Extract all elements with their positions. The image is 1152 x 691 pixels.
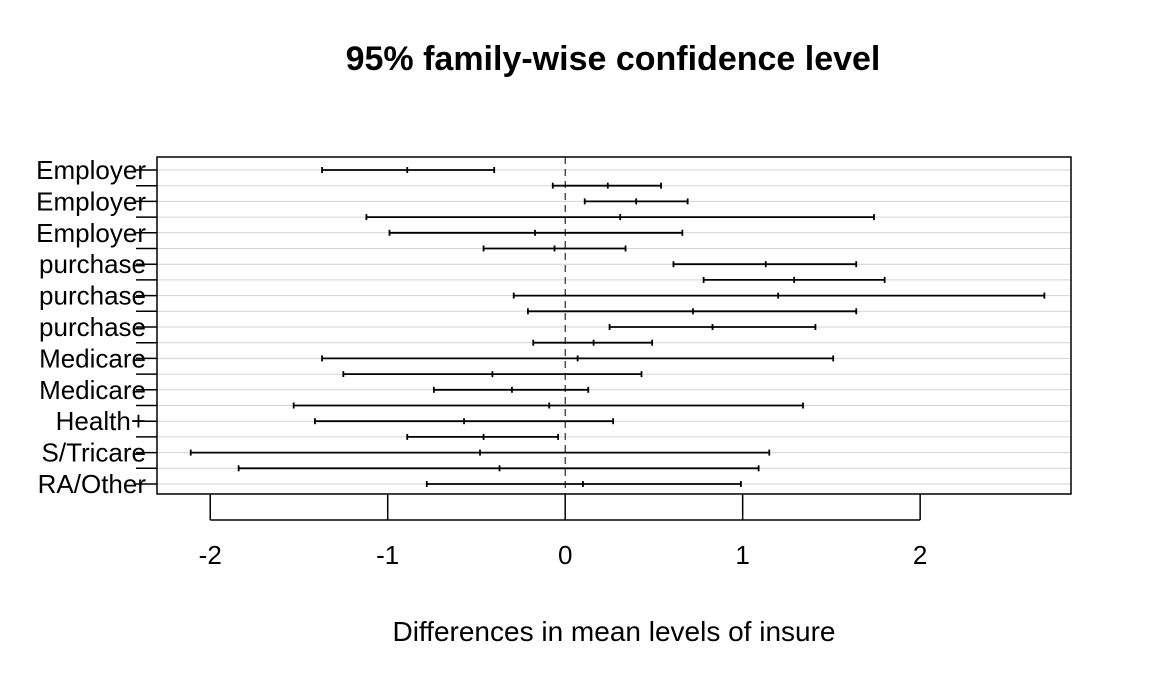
y-category-label: purchase [39,249,146,279]
interval [432,386,590,393]
interval [672,261,858,268]
interval [551,182,662,189]
y-category-label: Employer [36,218,146,248]
y-category-label: Employer [36,186,146,216]
confidence-intervals [189,167,1046,487]
interval [583,198,689,205]
x-axis: -2 -1 0 1 2 [199,494,927,570]
interval [388,229,684,236]
x-axis-title: Differences in mean levels of insure [392,616,835,647]
x-tick-label: 1 [735,540,749,570]
plot-frame [156,156,1072,495]
interval [608,324,817,330]
y-category-label: Medicare [39,343,146,373]
interval [342,371,643,378]
x-tick-label: -2 [199,540,222,570]
interval [292,402,804,409]
x-tick-label: -1 [376,540,399,570]
y-category-label: S/Tricare [42,438,147,468]
y-axis-labels: EmployerEmployerEmployerpurchasepurchase… [36,155,146,499]
interval [425,481,742,487]
x-tick-label: 2 [913,540,927,570]
interval [189,449,771,456]
y-category-label: Health+ [56,406,146,436]
y-axis-ticks [136,169,157,485]
interval [321,167,496,173]
y-category-label: purchase [39,281,146,311]
interval [314,418,615,425]
interval [527,308,858,315]
interval [365,214,875,221]
y-category-label: RA/Other [38,469,147,499]
interval [702,276,886,283]
y-category-label: Employer [36,155,146,185]
interval [512,292,1046,299]
x-tick-label: 0 [558,540,572,570]
interval [406,433,559,440]
y-category-label: purchase [39,312,146,342]
interval [482,245,627,252]
y-category-label: Medicare [39,375,146,405]
interval [532,339,654,346]
interval [237,465,760,472]
chart-title: 95% family-wise confidence level [346,40,881,78]
interval [321,355,835,362]
